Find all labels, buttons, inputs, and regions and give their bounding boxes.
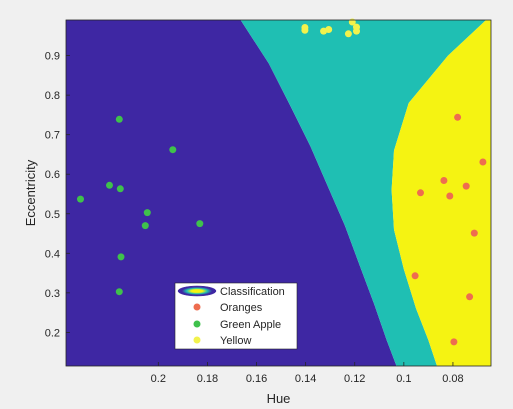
y-tick-label-3: 0.4 [45, 248, 60, 260]
x-tick-label-3: 0.16 [246, 373, 267, 385]
point-oranges-3 [440, 177, 447, 184]
point-oranges-4 [463, 183, 470, 190]
point-green-apple-2 [169, 146, 176, 153]
legend-label-yellow: Yellow [220, 335, 251, 347]
point-green-apple-9 [118, 253, 125, 260]
point-green-apple-10 [116, 288, 123, 295]
point-oranges-9 [466, 293, 473, 300]
legend-marker-yellow [194, 337, 201, 344]
point-oranges-5 [417, 189, 424, 196]
x-axis-label: Hue [267, 391, 291, 406]
point-green-apple-5 [77, 196, 84, 203]
point-green-apple-3 [106, 182, 113, 189]
x-tick-label-4: 0.14 [295, 373, 316, 385]
y-tick-label-5: 0.6 [45, 169, 60, 181]
point-oranges-2 [479, 159, 486, 166]
point-yellow-6 [353, 28, 360, 35]
point-green-apple-6 [144, 209, 151, 216]
point-oranges-7 [471, 230, 478, 237]
y-tick-label-4: 0.5 [45, 209, 60, 221]
x-tick-label-7: 0.08 [442, 373, 463, 385]
y-axis-label: Eccentricity [23, 159, 38, 226]
point-yellow-8 [325, 26, 332, 33]
legend-label-classification: Classification [220, 286, 285, 298]
point-yellow-4 [345, 30, 352, 37]
legend-swatch-classification [178, 286, 216, 296]
y-tick-label-2: 0.3 [45, 288, 60, 300]
y-tick-label-6: 0.7 [45, 130, 60, 142]
x-tick-label-2: 0.18 [197, 373, 218, 385]
point-oranges-8 [412, 272, 419, 279]
x-tick-label-1: 0.2 [151, 373, 166, 385]
point-yellow-7 [301, 27, 308, 34]
legend-marker-green-apple [194, 321, 201, 328]
x-tick-label-6: 0.1 [396, 373, 411, 385]
legend: Classification Oranges Green Apple Yello… [175, 283, 297, 349]
legend-label-oranges: Oranges [220, 302, 263, 314]
point-oranges-6 [446, 193, 453, 200]
point-oranges-1 [454, 114, 461, 121]
y-tick-label-1: 0.2 [45, 327, 60, 339]
point-green-apple-7 [196, 220, 203, 227]
point-oranges-10 [450, 338, 457, 345]
legend-marker-oranges [194, 304, 201, 311]
point-green-apple-1 [116, 116, 123, 123]
legend-label-green-apple: Green Apple [220, 319, 281, 331]
point-green-apple-8 [142, 222, 149, 229]
y-tick-label-8: 0.9 [45, 51, 60, 63]
x-tick-label-5: 0.12 [344, 373, 365, 385]
point-green-apple-4 [117, 185, 124, 192]
y-tick-label-7: 0.8 [45, 90, 60, 102]
